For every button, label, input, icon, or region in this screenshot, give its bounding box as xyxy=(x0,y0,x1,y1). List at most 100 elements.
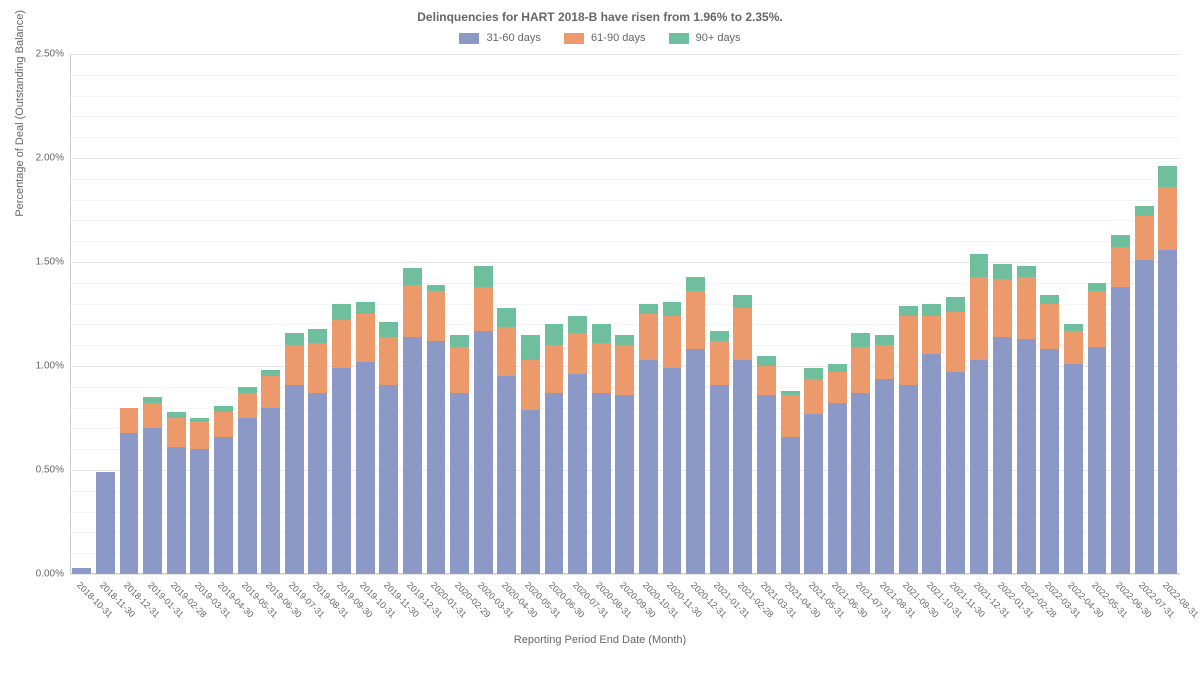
bar-segment-61-90-days xyxy=(167,418,186,447)
bar-segment-90-plus-days xyxy=(332,304,351,321)
x-axis-label: Reporting Period End Date (Month) xyxy=(10,634,1190,646)
bar-slot xyxy=(519,54,543,574)
bar-slot xyxy=(1062,54,1086,574)
bar-segment-31-60-days xyxy=(214,437,233,574)
bar-segment-31-60-days xyxy=(1064,364,1083,574)
bar-segment-61-90-days xyxy=(615,345,634,395)
bar-segment-61-90-days xyxy=(450,347,469,393)
bar-stack xyxy=(663,302,682,574)
bar-segment-90-plus-days xyxy=(285,333,304,345)
bar-segment-90-plus-days xyxy=(1017,266,1036,276)
bar-segment-31-60-days xyxy=(710,385,729,574)
bar-segment-90-plus-days xyxy=(568,316,587,333)
legend-swatch-90p xyxy=(669,33,689,44)
bar-stack xyxy=(710,331,729,574)
bar-segment-61-90-days xyxy=(1064,331,1083,364)
bar-segment-31-60-days xyxy=(238,418,257,574)
bar-slot xyxy=(873,54,897,574)
bar-segment-61-90-days xyxy=(781,395,800,437)
bar-segment-31-60-days xyxy=(190,449,209,574)
bar-segment-90-plus-days xyxy=(639,304,658,314)
bar-segment-31-60-days xyxy=(474,331,493,574)
bar-stack xyxy=(615,335,634,574)
bar-segment-31-60-days xyxy=(285,385,304,574)
bar-segment-90-plus-days xyxy=(663,302,682,317)
bar-segment-31-60-days xyxy=(308,393,327,574)
bar-segment-61-90-days xyxy=(993,279,1012,337)
bar-slot xyxy=(495,54,519,574)
bar-segment-61-90-days xyxy=(733,308,752,360)
bar-segment-61-90-days xyxy=(403,285,422,337)
bar-segment-31-60-days xyxy=(851,393,870,574)
bar-segment-61-90-days xyxy=(568,333,587,375)
bar-segment-31-60-days xyxy=(497,376,516,574)
bar-slot xyxy=(401,54,425,574)
bar-slot xyxy=(235,54,259,574)
bar-stack xyxy=(96,472,115,574)
bar-stack xyxy=(427,285,446,574)
bar-segment-61-90-days xyxy=(120,408,139,433)
bar-stack xyxy=(568,316,587,574)
bar-stack xyxy=(686,277,705,574)
bar-segment-31-60-days xyxy=(356,362,375,574)
bar-stack xyxy=(899,306,918,574)
bar-stack xyxy=(639,304,658,574)
bar-slot xyxy=(424,54,448,574)
bar-stack xyxy=(450,335,469,574)
bar-slot xyxy=(212,54,236,574)
bar-segment-31-60-days xyxy=(1040,349,1059,574)
bar-segment-61-90-days xyxy=(474,287,493,331)
plot-area: Percentage of Deal (Outstanding Balance)… xyxy=(70,54,1180,574)
bar-segment-90-plus-days xyxy=(993,264,1012,279)
bar-slot xyxy=(188,54,212,574)
bar-stack xyxy=(804,368,823,574)
bar-segment-61-90-days xyxy=(828,372,847,403)
bar-stack xyxy=(214,406,233,574)
bar-segment-90-plus-days xyxy=(804,368,823,378)
bar-stack xyxy=(308,329,327,574)
bar-slot xyxy=(684,54,708,574)
bar-segment-61-90-days xyxy=(356,314,375,362)
bar-segment-31-60-days xyxy=(828,403,847,574)
bar-slot xyxy=(141,54,165,574)
bar-stack xyxy=(781,391,800,574)
bar-segment-31-60-days xyxy=(332,368,351,574)
legend-label-61-90: 61-90 days xyxy=(591,32,645,44)
bar-segment-90-plus-days xyxy=(1040,295,1059,303)
bar-segment-31-60-days xyxy=(663,368,682,574)
bar-slot xyxy=(896,54,920,574)
bar-stack xyxy=(190,418,209,574)
bar-segment-31-60-days xyxy=(804,414,823,574)
bar-stack xyxy=(379,322,398,574)
bar-stack xyxy=(733,295,752,574)
bar-segment-31-60-days xyxy=(875,379,894,575)
bar-segment-90-plus-days xyxy=(545,324,564,345)
bar-segment-61-90-days xyxy=(946,312,965,372)
bar-slot xyxy=(471,54,495,574)
bar-stack xyxy=(261,370,280,574)
bar-segment-31-60-days xyxy=(379,385,398,574)
legend-item-61-90: 61-90 days xyxy=(564,32,646,44)
bar-slot xyxy=(991,54,1015,574)
bar-segment-31-60-days xyxy=(521,410,540,574)
bar-segment-31-60-days xyxy=(946,372,965,574)
bar-segment-90-plus-days xyxy=(851,333,870,348)
chart-legend: 31-60 days 61-90 days 90+ days xyxy=(10,32,1190,44)
bar-segment-31-60-days xyxy=(1088,347,1107,574)
y-tick-label: 0.00% xyxy=(36,569,70,580)
bar-segment-31-60-days xyxy=(781,437,800,574)
bar-stack xyxy=(970,254,989,574)
bar-segment-31-60-days xyxy=(1111,287,1130,574)
bar-segment-90-plus-days xyxy=(403,268,422,285)
bar-segment-31-60-days xyxy=(261,408,280,574)
chart-title: Delinquencies for HART 2018-B have risen… xyxy=(10,10,1190,24)
bar-segment-90-plus-days xyxy=(308,329,327,344)
bar-stack xyxy=(497,308,516,574)
bar-slot xyxy=(613,54,637,574)
bar-stack xyxy=(1040,295,1059,574)
bar-segment-61-90-days xyxy=(379,337,398,385)
bar-segment-31-60-days xyxy=(120,433,139,574)
bar-segment-61-90-days xyxy=(899,316,918,385)
bar-segment-61-90-days xyxy=(308,343,327,393)
bar-segment-90-plus-days xyxy=(922,304,941,316)
